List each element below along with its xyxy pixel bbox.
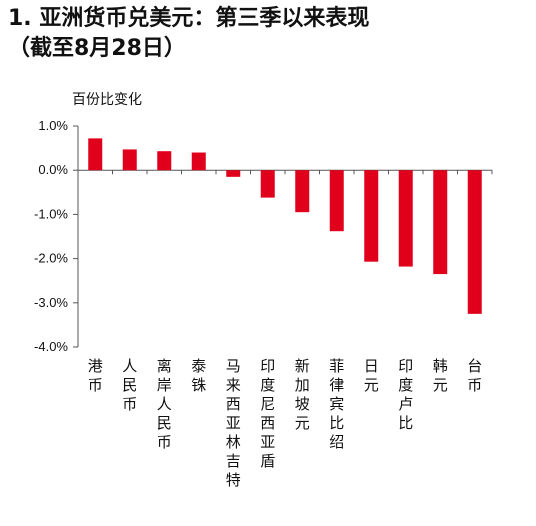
- bar: [226, 170, 241, 177]
- category-label: 马来西亚林吉特: [226, 357, 241, 489]
- y-tick-label: 1.0%: [38, 118, 68, 133]
- bar: [157, 151, 172, 171]
- category-label: 港币: [88, 357, 103, 394]
- y-tick-label: -1.0%: [34, 206, 68, 221]
- category-label: 印度尼西亚盾: [260, 357, 275, 470]
- bar: [398, 170, 413, 267]
- y-tick-label: 0.0%: [38, 162, 68, 177]
- chart-title-line1: 1. 亚洲货币兑美元：第三季以来表现: [8, 6, 370, 31]
- chart-title-line2: （截至8月28日）: [8, 36, 186, 61]
- category-label: 菲律宾比绍: [329, 357, 344, 451]
- bar: [364, 170, 379, 262]
- category-label: 离岸人民币: [157, 357, 172, 451]
- bar: [260, 170, 275, 198]
- bar: [467, 170, 482, 314]
- bar: [329, 170, 344, 232]
- category-label: 人民币: [122, 357, 137, 413]
- y-tick-label: -3.0%: [34, 295, 68, 310]
- bar-layer: [88, 138, 482, 314]
- category-label: 新加坡元: [295, 357, 310, 432]
- category-label: 台币: [467, 357, 482, 394]
- chart-title: 1. 亚洲货币兑美元：第三季以来表现 （截至8月28日）: [8, 4, 369, 64]
- category-label: 韩元: [433, 357, 448, 394]
- bar: [433, 170, 448, 275]
- axis-layer: 1.0% 0.0% -1.0% -2.0% -3.0% -4.0%: [34, 118, 493, 354]
- category-label-layer: 港币 人民币 离岸人民币 泰铢 马来西亚林吉特 印度尼西亚盾 新加坡元 菲律宾比绍 日元 印度卢比…: [88, 357, 483, 489]
- y-tick-label: -2.0%: [34, 251, 68, 266]
- category-label: 泰铢: [191, 357, 206, 394]
- bar: [191, 152, 206, 171]
- category-label: 印度卢比: [398, 357, 413, 432]
- category-label: 日元: [364, 357, 379, 394]
- bar: [122, 149, 137, 171]
- y-tick-label: -4.0%: [34, 339, 68, 354]
- y-axis-label: 百份比变化: [72, 92, 142, 108]
- bar: [295, 170, 310, 213]
- bar: [88, 138, 103, 171]
